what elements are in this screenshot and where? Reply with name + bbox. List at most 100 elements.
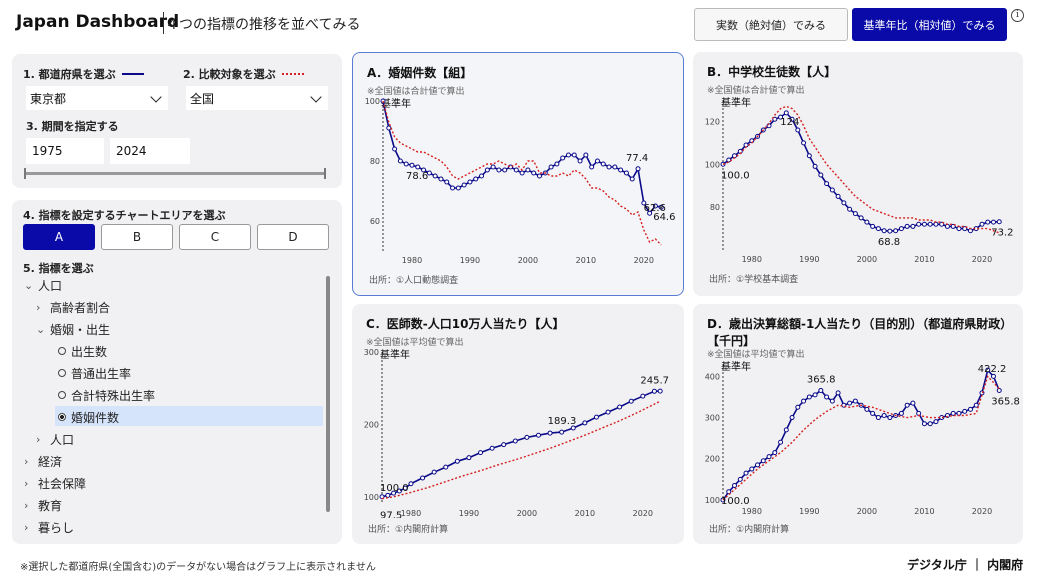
tree-item[interactable]: 出生数 <box>58 342 107 360</box>
chart-card-a[interactable]: A．婚姻件数【組】 ※全国値は合計値で算出 60 80 100 1980 1990 200… <box>352 52 684 296</box>
area-tab-b[interactable]: B <box>101 224 173 250</box>
compare-select[interactable]: 全国 <box>186 86 328 110</box>
tree-item[interactable]: › 高齢者割合 <box>36 298 110 316</box>
chevron-down-icon <box>310 91 322 103</box>
data-point <box>778 439 784 445</box>
tree-item[interactable]: › 経済 <box>24 452 62 470</box>
data-point <box>396 488 402 494</box>
y-tick-label: 120 <box>705 117 720 126</box>
data-point <box>910 400 916 406</box>
tree-item[interactable]: › 教育 <box>24 496 62 514</box>
start-year-input[interactable]: 1975 <box>26 138 104 164</box>
x-tick-label: 2010 <box>914 255 934 264</box>
data-label: 245.7 <box>640 375 669 386</box>
data-point <box>479 173 485 179</box>
data-point <box>881 228 887 234</box>
period-slider[interactable] <box>24 168 326 179</box>
absolute-view-button[interactable]: 実数（絶対値）でみる <box>694 8 848 41</box>
chevron-right-icon: › <box>24 498 29 512</box>
slider-handle-end[interactable] <box>324 168 326 179</box>
x-tick-label: 1990 <box>799 507 819 516</box>
chevron-right-icon: › <box>24 476 29 490</box>
area-tab-d[interactable]: D <box>257 224 329 250</box>
tree-item[interactable]: › 社会保障 <box>24 474 86 492</box>
chevron-right-icon: › <box>36 432 41 446</box>
data-point <box>795 404 801 410</box>
tree-item[interactable]: 婚姻件数 <box>58 408 119 426</box>
area-label: 4. 指標を設定するチャートエリアを選ぶ <box>23 209 226 222</box>
pref-select[interactable]: 東京都 <box>26 86 168 110</box>
chevron-right-icon: › <box>24 454 29 468</box>
pref-series-line <box>382 100 662 215</box>
data-point <box>847 206 853 212</box>
compare-series-line <box>381 400 661 500</box>
area-tab-c[interactable]: C <box>179 224 251 250</box>
data-point <box>910 223 916 229</box>
y-tick-label: 80 <box>710 203 720 212</box>
x-tick-label: 1980 <box>742 507 762 516</box>
data-point <box>795 127 801 133</box>
data-point <box>944 223 950 229</box>
tree-item-label: 社会保障 <box>38 476 87 491</box>
tree-item[interactable]: 普通出生率 <box>58 364 131 382</box>
tree-item[interactable]: › 人口 <box>36 430 74 448</box>
pref-series-line <box>722 368 1000 501</box>
data-point <box>990 219 996 225</box>
data-point <box>593 414 599 420</box>
chart-card-d[interactable]: D．歳出決算総額-1人当たり（目的別）（都道府県財政）【千円】 ※全国値は平均値… <box>693 304 1023 544</box>
x-tick-label: 2020 <box>634 256 654 265</box>
tree-item[interactable]: ⌄ 人口 <box>24 276 62 294</box>
data-point <box>870 410 876 416</box>
y-tick-label: 100 <box>364 493 379 502</box>
data-point <box>749 466 755 472</box>
data-point <box>641 200 647 206</box>
radio-icon <box>58 413 66 421</box>
data-label: 100.0 <box>380 483 409 494</box>
chart-card-b[interactable]: B．中学校生徒数【人】 ※全国値は合計値で算出 80 100 120 1980 1990… <box>693 52 1023 296</box>
tree-item-label: 合計特殊出生率 <box>71 388 156 403</box>
data-point <box>612 164 618 170</box>
data-point <box>628 398 634 404</box>
data-point <box>409 162 415 168</box>
data-label: 97.5 <box>380 511 402 518</box>
tree-item[interactable]: 合計特殊出生率 <box>58 386 155 404</box>
data-point <box>967 406 973 412</box>
data-point <box>818 387 824 393</box>
tree-item[interactable]: › 暮らし <box>24 518 74 536</box>
data-point <box>783 427 789 433</box>
footer-credit: デジタル庁 ｜ 内閣府 <box>907 558 1024 572</box>
data-label: 68.8 <box>878 237 900 248</box>
chart-c-plot: 100 200 300 1980 1990 2000 2010 2020 基準年 100.0 97.… <box>364 348 669 518</box>
data-point <box>560 155 566 161</box>
slider-handle-start[interactable] <box>24 168 26 179</box>
tree-item-label: 人口 <box>50 432 75 447</box>
data-point <box>635 166 641 172</box>
data-point <box>772 450 778 456</box>
tree-item-label: 暮らし <box>38 520 75 535</box>
data-point <box>852 398 858 404</box>
base-year-label: 基準年 <box>721 96 751 109</box>
info-icon[interactable]: i <box>1011 9 1024 22</box>
data-point <box>461 182 467 188</box>
data-point <box>531 170 537 176</box>
data-point <box>606 164 612 170</box>
data-point <box>927 221 933 227</box>
radio-icon <box>58 391 66 399</box>
x-tick-label: 2000 <box>857 507 877 516</box>
end-year-input[interactable]: 2024 <box>110 138 190 164</box>
tree-item[interactable]: ⌄ 婚姻・出生 <box>36 320 110 338</box>
data-point <box>864 219 870 225</box>
relative-view-button[interactable]: 基準年比（相対値）でみる <box>852 8 1007 41</box>
y-tick-label: 100 <box>705 160 720 169</box>
data-point <box>478 450 484 456</box>
data-point <box>605 409 611 415</box>
selection-panel: 1. 都道府県を選ぶ 2. 比較対象を選ぶ 東京都 全国 3. 期間を指定する … <box>12 54 342 188</box>
tree-item-label: 人口 <box>38 278 63 293</box>
tree-scrollbar[interactable] <box>326 276 330 512</box>
data-point <box>812 163 818 169</box>
chart-card-c[interactable]: C．医師数-人口10万人当たり【人】 ※全国値は平均値で算出 100 200 300… <box>352 304 684 544</box>
area-tab-a[interactable]: A <box>23 224 95 250</box>
chart-d-source: 出所：①内閣府計算 <box>709 525 790 535</box>
data-point <box>594 158 600 164</box>
data-point <box>967 228 973 234</box>
